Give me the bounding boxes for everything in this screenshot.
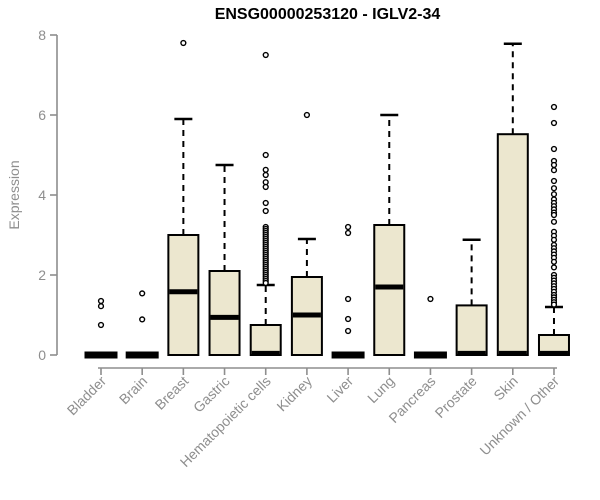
- outlier-point-unknown-other: [550, 301, 558, 308]
- outlier-point-liver: [344, 327, 352, 335]
- outlier-point-kidney: [303, 111, 311, 119]
- box-skin: [496, 133, 529, 356]
- outlier-point-hematopoietic-cells: [262, 51, 269, 59]
- outlier-point-hematopoietic-cells: [262, 199, 269, 207]
- x-category-label-prostate: Prostate: [432, 373, 480, 421]
- chart-title: ENSG00000253120 - IGLV2-34: [214, 6, 441, 23]
- x-category-label-skin: Skin: [490, 373, 521, 404]
- x-category-label-liver: Liver: [323, 373, 356, 406]
- box-hematopoietic-cells: [249, 324, 282, 356]
- box-lung: [373, 224, 406, 356]
- outlier-point-liver: [344, 295, 352, 303]
- outlier-point-pancreas: [427, 295, 434, 303]
- x-category-label-breast: Breast: [152, 373, 192, 413]
- outlier-point-unknown-other: [550, 211, 558, 219]
- box-prostate: [455, 304, 488, 356]
- outlier-point-hematopoietic-cells: [262, 183, 269, 191]
- outlier-point-unknown-other: [550, 119, 558, 127]
- y-tick-label: 6: [38, 107, 46, 123]
- outlier-point-hematopoietic-cells: [262, 171, 269, 179]
- outlier-point-hematopoietic-cells: [262, 179, 269, 186]
- x-category-label-brain: Brain: [116, 373, 150, 407]
- x-category-label-lung: Lung: [364, 373, 397, 406]
- x-category-label-bladder: Bladder: [64, 373, 110, 419]
- outlier-point-brain: [139, 316, 146, 323]
- outlier-point-unknown-other: [550, 145, 558, 153]
- outlier-point-unknown-other: [550, 218, 558, 225]
- outlier-point-unknown-other: [550, 236, 558, 243]
- outlier-point-unknown-other: [550, 161, 558, 169]
- outlier-point-breast: [180, 39, 187, 47]
- outlier-point-unknown-other: [550, 167, 558, 174]
- outlier-point-unknown-other: [550, 185, 558, 192]
- outlier-point-liver: [344, 229, 352, 237]
- outlier-point-hematopoietic-cells: [262, 166, 269, 173]
- outlier-point-bladder: [97, 321, 105, 329]
- outlier-point-unknown-other: [550, 258, 558, 265]
- outlier-point-bladder: [97, 297, 105, 305]
- outlier-point-liver: [344, 223, 352, 231]
- outlier-point-hematopoietic-cells: [262, 279, 269, 287]
- box-gastric: [208, 270, 241, 356]
- outlier-point-brain: [139, 290, 146, 297]
- y-tick-label: 8: [38, 27, 46, 43]
- outlier-point-unknown-other: [550, 103, 558, 111]
- y-tick-label: 4: [38, 187, 46, 203]
- box-breast: [167, 234, 200, 356]
- outlier-point-hematopoietic-cells: [262, 151, 269, 159]
- outlier-point-unknown-other: [550, 177, 558, 185]
- y-tick-label: 2: [38, 267, 46, 283]
- outlier-point-unknown-other: [550, 264, 558, 271]
- outlier-point-hematopoietic-cells: [262, 207, 269, 215]
- outlier-point-bladder: [97, 303, 105, 310]
- y-tick-label: 0: [38, 347, 46, 363]
- outlier-point-unknown-other: [550, 191, 558, 198]
- x-category-label-kidney: Kidney: [273, 373, 315, 415]
- outlier-point-liver: [344, 315, 352, 323]
